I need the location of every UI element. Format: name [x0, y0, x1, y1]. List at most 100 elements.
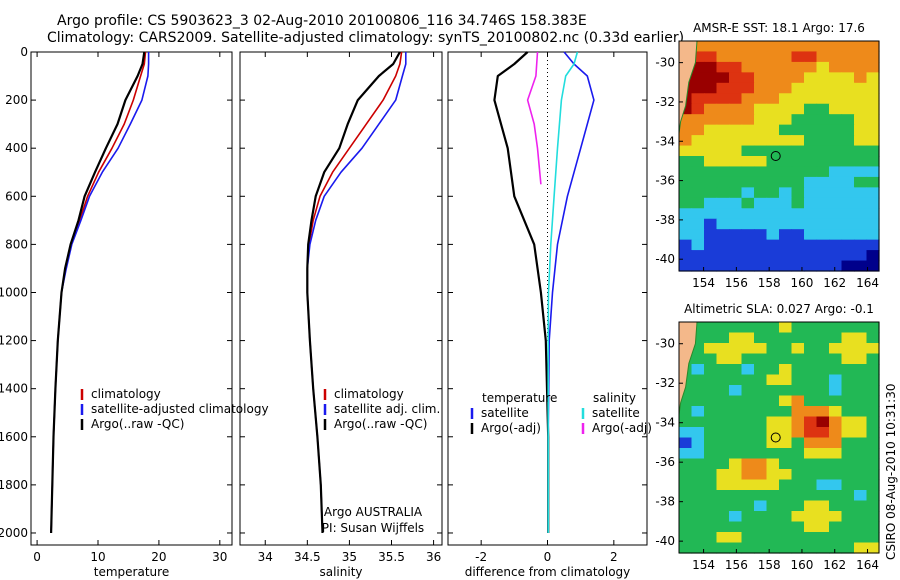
heatmap-cell: [816, 469, 830, 481]
heatmap-cell: [679, 490, 693, 502]
heatmap-cell: [741, 51, 755, 63]
heatmap-cell: [841, 218, 855, 230]
heatmap-cell: [866, 187, 880, 199]
heatmap-cell: [754, 385, 768, 397]
heatmap-cell: [704, 437, 718, 449]
heatmap-cell: [766, 374, 780, 386]
heatmap-cell: [729, 353, 743, 365]
heatmap-cell: [741, 103, 755, 115]
heatmap-cell: [854, 322, 868, 334]
heatmap-cell: [841, 239, 855, 251]
heatmap-cell: [804, 250, 818, 262]
heatmap-cell: [729, 511, 743, 523]
heatmap-cell: [791, 114, 805, 126]
heatmap-cell: [779, 395, 793, 407]
heatmap-cell: [766, 145, 780, 157]
x-tick-label: 160: [790, 558, 813, 572]
heatmap-cell: [779, 197, 793, 209]
heatmap-cell: [754, 82, 768, 94]
heatmap-cell: [716, 511, 730, 523]
heatmap-cell: [816, 156, 830, 168]
panel-frame: [239, 51, 443, 546]
heatmap-cell: [691, 124, 705, 136]
heatmap-cell: [816, 197, 830, 209]
heatmap-cell: [741, 250, 755, 262]
y-tick-label: -40: [655, 534, 675, 548]
heatmap-cell: [691, 61, 705, 73]
y-tick-label: -32: [655, 376, 675, 390]
heatmap-cell: [679, 395, 693, 407]
x-tick-label: 164: [856, 276, 879, 290]
heatmap-cell: [754, 406, 768, 418]
heatmap-cell: [779, 61, 793, 73]
heatmap-cell: [841, 135, 855, 147]
heatmap-cell: [791, 197, 805, 209]
heatmap-cell: [729, 166, 743, 178]
heatmap-cell: [866, 374, 880, 386]
heatmap-cell: [779, 469, 793, 481]
heatmap-cell: [779, 103, 793, 115]
heatmap-cell: [691, 353, 705, 365]
x-tick-label: 30: [212, 550, 227, 564]
heatmap-cell: [779, 156, 793, 168]
heatmap-cell: [716, 82, 730, 94]
heatmap-cell: [829, 239, 843, 251]
heatmap-cell: [791, 406, 805, 418]
heatmap-cell: [804, 500, 818, 512]
heatmap-cell: [766, 61, 780, 73]
heatmap-cell: [829, 521, 843, 533]
heatmap-cell: [704, 332, 718, 344]
heatmap-cell: [791, 239, 805, 251]
heatmap-cell: [741, 197, 755, 209]
heatmap-cell: [729, 332, 743, 344]
heatmap-cell: [791, 427, 805, 439]
heatmap-cell: [704, 197, 718, 209]
heatmap-cell: [704, 41, 718, 53]
heatmap-cell: [754, 156, 768, 168]
heatmap-cell: [766, 103, 780, 115]
heatmap-cell: [779, 239, 793, 251]
x-tick-label: 34.5: [294, 550, 321, 564]
x-tick-label: 160: [790, 276, 813, 290]
heatmap-cell: [691, 93, 705, 105]
heatmap-cell: [691, 250, 705, 262]
heatmap-cell: [716, 260, 730, 272]
heatmap-cell: [691, 395, 705, 407]
heatmap-cell: [779, 490, 793, 502]
heatmap-cell: [741, 229, 755, 241]
heatmap-cell: [704, 427, 718, 439]
heatmap-cell: [766, 197, 780, 209]
heatmap-cell: [779, 385, 793, 397]
heatmap-cell: [854, 343, 868, 355]
heatmap-cell: [741, 93, 755, 105]
heatmap-cell: [766, 395, 780, 407]
heatmap-cell: [741, 385, 755, 397]
heatmap-cell: [741, 124, 755, 136]
heatmap-cell: [866, 332, 880, 344]
heatmap-cell: [791, 500, 805, 512]
heatmap-cell: [804, 93, 818, 105]
y-tick-label: -40: [655, 252, 675, 266]
heatmap-cell: [841, 114, 855, 126]
legend-label: climatology: [91, 387, 161, 401]
heatmap-cell: [729, 103, 743, 115]
heatmap-cell: [754, 145, 768, 157]
heatmap-cell: [854, 511, 868, 523]
heatmap-cell: [716, 197, 730, 209]
heatmap-cell: [816, 374, 830, 386]
heatmap-cell: [791, 82, 805, 94]
chart-title-line-2: Climatology: CARS2009. Satellite-adjuste…: [47, 30, 685, 46]
heatmap-cell: [691, 521, 705, 533]
heatmap-cell: [829, 166, 843, 178]
heatmap-cell: [691, 82, 705, 94]
heatmap-cell: [679, 427, 693, 439]
heatmap-cell: [704, 322, 718, 334]
heatmap-cell: [791, 542, 805, 554]
map-title: Altimetric SLA: 0.027 Argo: -0.1: [684, 302, 874, 316]
heatmap-cell: [754, 458, 768, 470]
heatmap-cell: [866, 239, 880, 251]
heatmap-cell: [829, 542, 843, 554]
heatmap-cell: [804, 427, 818, 439]
series-line-black: [306, 51, 401, 534]
heatmap-cell: [741, 61, 755, 73]
